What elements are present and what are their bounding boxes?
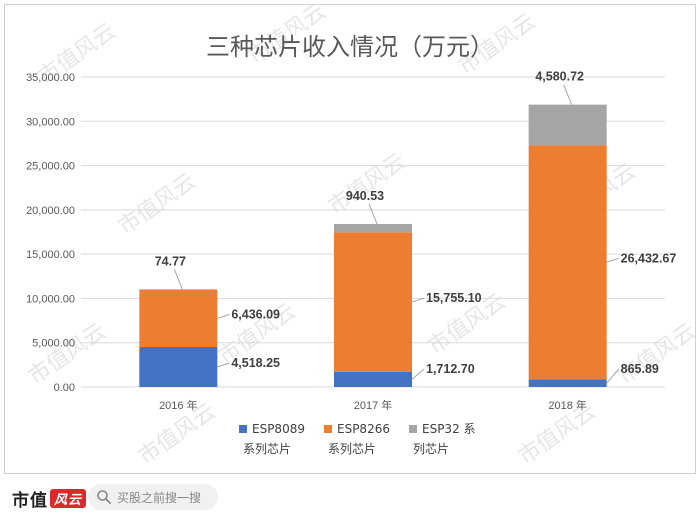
data-label: 6,436.09: [231, 307, 280, 321]
x-tick-label: 2017 年: [354, 398, 393, 412]
search-icon: [97, 490, 111, 504]
y-tick-label: 15,000.00: [26, 249, 75, 261]
search-box[interactable]: 买股之前搜一搜: [88, 484, 218, 510]
legend-label: ESP8266: [337, 422, 390, 436]
legend-label: ESP32 系: [422, 422, 476, 436]
watermark-text: 市值风云: [324, 149, 410, 220]
legend-label: 系列芯片: [243, 442, 291, 456]
watermark-text: 市值风云: [24, 319, 110, 390]
y-tick-label: 25,000.00: [26, 161, 75, 173]
y-tick-label: 5,000.00: [32, 338, 75, 350]
watermark-text: 市值风云: [114, 169, 200, 240]
leader-line: [217, 362, 230, 368]
bars: [139, 104, 607, 387]
data-label: 4,580.72: [535, 70, 584, 84]
data-labels: 4,518.25 6,436.09 74.77 1,712.70 15,755.10 94…: [155, 70, 677, 384]
x-axis-ticks: 2016 年 2017 年 2018 年: [159, 398, 587, 412]
data-label: 865.89: [621, 362, 659, 376]
y-tick-label: 10,000.00: [26, 293, 75, 305]
data-label: 26,432.67: [621, 251, 677, 265]
leader-line: [411, 368, 425, 380]
bar-segment: [139, 346, 218, 387]
x-tick-label: 2016 年: [159, 398, 198, 412]
chart-title: 三种芯片收入情况（万元）: [206, 33, 494, 61]
bar-segment: [334, 371, 412, 387]
brand-mark: 风云: [50, 489, 87, 508]
leader-line: [606, 257, 619, 263]
data-label: 4,518.25: [231, 356, 280, 370]
y-tick-label: 30,000.00: [26, 116, 75, 128]
search-placeholder: 买股之前搜一搜: [117, 491, 202, 505]
legend-label: 列芯片: [413, 442, 449, 456]
x-tick-label: 2018 年: [548, 398, 587, 412]
data-label: 15,755.10: [426, 291, 482, 305]
watermark-text: 市值风云: [614, 319, 695, 390]
leader-line: [606, 368, 620, 384]
footer-bar: 市值 风云 买股之前搜一搜: [0, 478, 700, 519]
data-label: 1,712.70: [426, 362, 475, 376]
bar-segment: [528, 104, 607, 146]
legend-swatch: [409, 425, 417, 433]
bar-segment: [334, 223, 412, 233]
y-tick-label: 35,000.00: [26, 72, 75, 84]
legend: ESP8089 系列芯片 ESP8266 系列芯片 ESP32 系列芯片: [239, 422, 476, 456]
leader-line: [173, 269, 183, 290]
leader-line: [217, 314, 230, 319]
bar-segment: [139, 289, 218, 290]
brand-logo[interactable]: 市值 风云: [12, 486, 87, 511]
bar-segment: [528, 379, 607, 387]
leader-line: [411, 297, 425, 303]
brand-name: 市值: [12, 491, 48, 511]
data-label: 74.77: [155, 254, 186, 268]
chart-frame: 市值风云 市值风云 市值风云 市值风云 市值风云 市值风云 市值风云 市值风云 市值风云 市值风云…: [4, 4, 696, 474]
legend-label: ESP8089: [252, 422, 305, 436]
y-axis-ticks: 0.00 5,000.00 10,000.00 15,000.00 20,000.00 2…: [26, 72, 75, 394]
legend-label: 系列芯片: [328, 442, 376, 456]
bar-segment: [528, 145, 607, 380]
legend-swatch: [239, 425, 247, 433]
legend-swatch: [324, 425, 332, 433]
leader-line: [563, 84, 573, 105]
bar-segment: [334, 232, 412, 372]
y-tick-label: 0.00: [54, 382, 75, 394]
data-label: 940.53: [346, 189, 384, 203]
bar-segment: [139, 289, 218, 347]
y-tick-label: 20,000.00: [26, 205, 75, 217]
leader-line: [368, 203, 378, 225]
